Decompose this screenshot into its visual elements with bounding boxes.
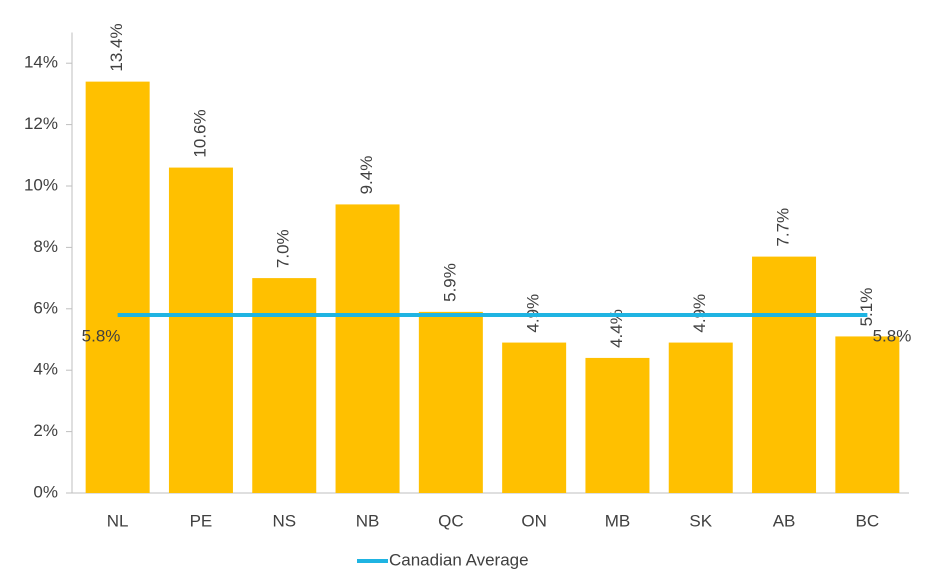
y-tick-label: 14% xyxy=(24,53,58,72)
y-tick-label: 4% xyxy=(33,360,58,379)
x-tick-label: NS xyxy=(272,511,296,530)
y-tick-label: 0% xyxy=(33,482,58,501)
value-label: 4.4% xyxy=(607,309,626,348)
x-tick-label: MB xyxy=(605,511,631,530)
y-tick-label: 8% xyxy=(33,237,58,256)
x-tick-label: AB xyxy=(773,511,796,530)
bar xyxy=(252,278,317,493)
y-tick-label: 12% xyxy=(24,114,58,133)
bar xyxy=(502,342,567,493)
bar xyxy=(418,311,483,493)
value-label: 9.4% xyxy=(357,156,376,195)
x-tick-label: SK xyxy=(689,511,712,530)
value-label: 5.1% xyxy=(857,288,876,327)
bar xyxy=(752,256,817,493)
bar xyxy=(668,342,733,493)
bar xyxy=(335,204,400,494)
value-label: 7.0% xyxy=(274,229,293,268)
legend-label: Canadian Average xyxy=(389,550,529,569)
value-label: 13.4% xyxy=(107,23,126,71)
line-value-label: 5.8% xyxy=(873,326,912,345)
bar xyxy=(835,336,900,493)
line-value-label: 5.8% xyxy=(82,326,121,345)
x-tick-label: QC xyxy=(438,511,464,530)
value-label: 7.7% xyxy=(774,208,793,247)
bar xyxy=(168,167,233,493)
y-tick-label: 2% xyxy=(33,421,58,440)
x-tick-label: NB xyxy=(356,511,380,530)
bar xyxy=(585,357,650,493)
y-tick-label: 10% xyxy=(24,175,58,194)
x-tick-label: BC xyxy=(856,511,880,530)
y-tick-label: 6% xyxy=(33,298,58,317)
value-label: 5.9% xyxy=(440,263,459,302)
value-label: 10.6% xyxy=(190,109,209,157)
bar xyxy=(85,81,150,494)
x-tick-label: PE xyxy=(190,511,213,530)
x-tick-label: ON xyxy=(521,511,547,530)
x-tick-label: NL xyxy=(107,511,129,530)
